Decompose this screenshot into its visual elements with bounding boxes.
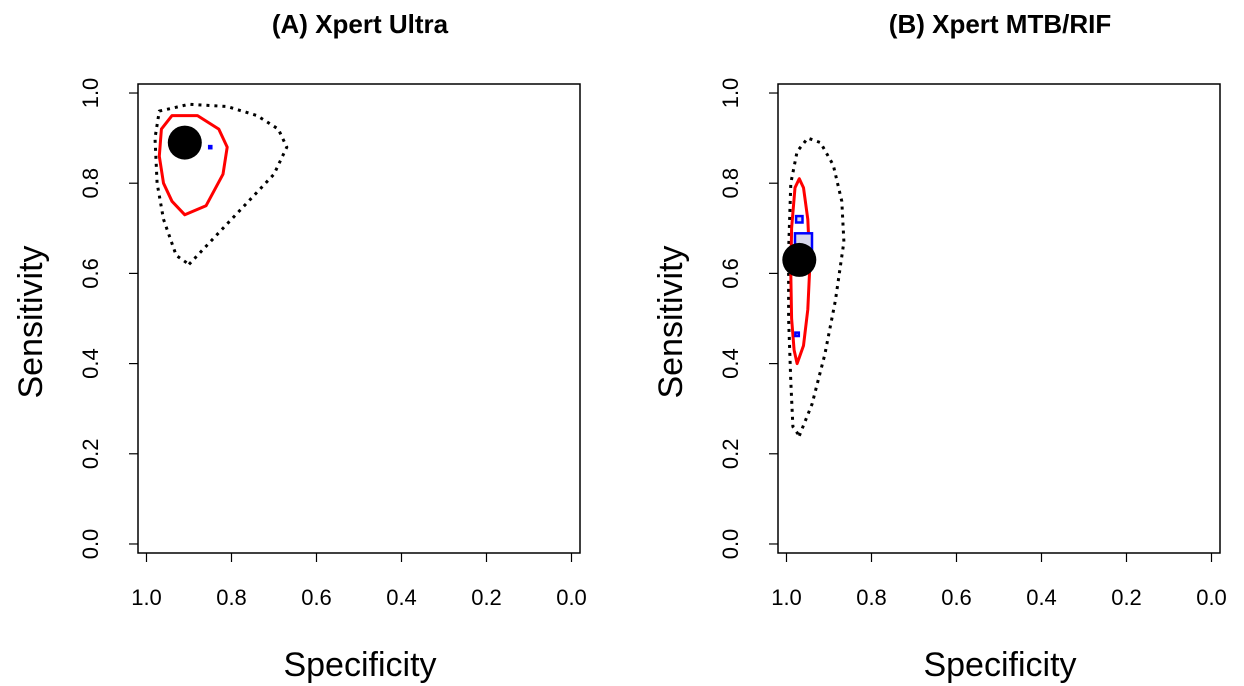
panel-a-prediction-region: [153, 102, 289, 266]
panel-b-y-tick-label: 0.8: [718, 168, 743, 199]
panel-b-x-tick-label: 0.2: [1111, 585, 1142, 610]
panel-a-x-axis-label: Specificity: [283, 646, 436, 684]
panel-b: (B) Xpert MTB/RIF 1.0 0.8 0.6 0.4 0.2 0.0 0.0 0…: [652, 9, 1227, 684]
panel-b-title: (B) Xpert MTB/RIF: [889, 9, 1111, 39]
panel-b-y-tick-label: 0.0: [718, 529, 743, 560]
panel-a-x-tick-label: 0.6: [301, 585, 332, 610]
panel-b-x-tick-label: 1.0: [771, 585, 802, 610]
panel-b-prediction-region: [787, 136, 846, 438]
panel-b-plot-frame: [777, 83, 1221, 554]
panel-a-x-tick-label: 1.0: [131, 585, 162, 610]
panel-b-x-tick-label: 0.4: [1026, 585, 1057, 610]
panel-b-study-marker: [794, 331, 801, 338]
panel-a-x-tick-label: 0.4: [386, 585, 417, 610]
panel-a-y-tick-label: 0.6: [78, 258, 103, 289]
panel-b-study-marker: [794, 214, 804, 224]
panel-a: (A) Xpert Ultra 1.0 0.8 0.6 0.4 0.2 0.0 0.0 0.2…: [12, 9, 587, 684]
panel-a-y-tick-label: 0.4: [78, 348, 103, 379]
panel-a-title: (A) Xpert Ultra: [272, 9, 449, 39]
panel-a-y-tick-label: 0.8: [78, 168, 103, 199]
panel-a-x-tick-label: 0.0: [556, 585, 587, 610]
panel-b-x-axis-label: Specificity: [923, 646, 1076, 684]
panel-b-x-tick-label: 0.6: [941, 585, 972, 610]
panel-a-x-tick-label: 0.8: [216, 585, 247, 610]
panel-b-y-tick-label: 0.2: [718, 439, 743, 470]
panel-b-y-axis-label: Sensitivity: [652, 245, 690, 398]
panel-b-confidence-region: [789, 177, 812, 366]
panel-a-x-tick-label: 0.2: [471, 585, 502, 610]
panel-b-x-tick-label: 0.8: [856, 585, 887, 610]
panel-a-confidence-region: [157, 114, 229, 217]
panel-b-y-tick-label: 1.0: [718, 78, 743, 109]
panel-b-summary-point: [782, 242, 817, 277]
panel-a-study-marker: [207, 144, 213, 150]
panel-b-y-tick-label: 0.4: [718, 348, 743, 379]
panel-a-summary-point: [167, 125, 202, 160]
panel-a-y-tick-label: 0.2: [78, 439, 103, 470]
panel-b-plot-area: 1.0 0.8 0.6 0.4 0.2 0.0 0.0 0.2 0.4 0.6 0.8 1.0: [718, 78, 1227, 610]
panel-a-plot-area: 1.0 0.8 0.6 0.4 0.2 0.0 0.0 0.2 0.4 0.6 0.8 1.0: [78, 78, 587, 610]
panel-a-y-tick-label: 1.0: [78, 78, 103, 109]
panel-b-x-tick-label: 0.0: [1196, 585, 1227, 610]
panel-a-plot-frame: [137, 83, 581, 554]
panel-b-y-tick-label: 0.6: [718, 258, 743, 289]
panel-a-y-tick-label: 0.0: [78, 529, 103, 560]
panel-a-y-axis-label: Sensitivity: [12, 245, 50, 398]
